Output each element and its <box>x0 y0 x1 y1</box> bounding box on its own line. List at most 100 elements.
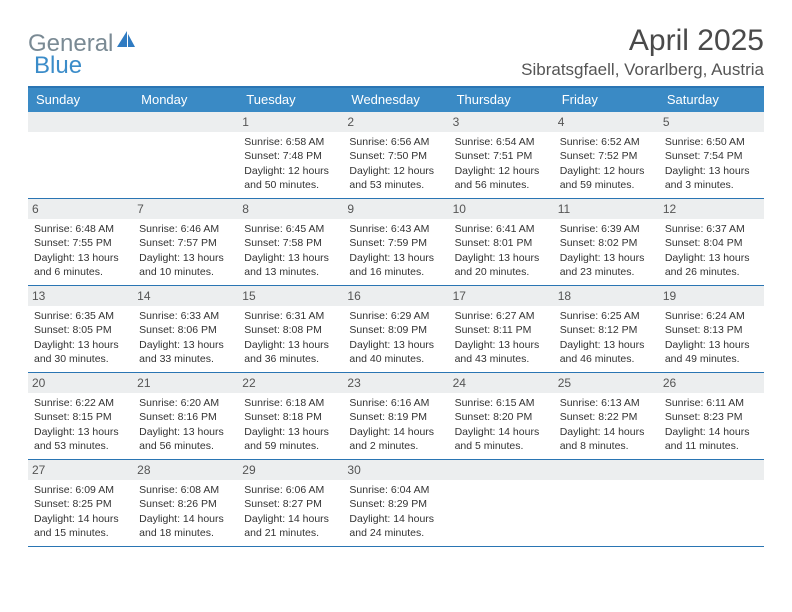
day-cell: . <box>28 112 133 198</box>
day-header: Monday <box>133 88 238 112</box>
day-cell: 17Sunrise: 6:27 AMSunset: 8:11 PMDayligh… <box>449 286 554 372</box>
day-number: 30 <box>343 460 448 480</box>
sunrise-text: Sunrise: 6:20 AM <box>139 396 232 410</box>
sunset-text: Sunset: 8:13 PM <box>665 323 758 337</box>
sunrise-text: Sunrise: 6:31 AM <box>244 309 337 323</box>
month-title: April 2025 <box>521 24 764 58</box>
daylight-text: Daylight: 14 hours and 24 minutes. <box>349 512 442 540</box>
sunset-text: Sunset: 7:55 PM <box>34 236 127 250</box>
day-number: 15 <box>238 286 343 306</box>
daylight-text: Daylight: 14 hours and 5 minutes. <box>455 425 548 453</box>
sunrise-text: Sunrise: 6:22 AM <box>34 396 127 410</box>
sunset-text: Sunset: 7:57 PM <box>139 236 232 250</box>
day-cell: 20Sunrise: 6:22 AMSunset: 8:15 PMDayligh… <box>28 373 133 459</box>
sunrise-text: Sunrise: 6:39 AM <box>560 222 653 236</box>
day-cell: 7Sunrise: 6:46 AMSunset: 7:57 PMDaylight… <box>133 199 238 285</box>
sunset-text: Sunset: 8:09 PM <box>349 323 442 337</box>
day-cell: . <box>554 460 659 546</box>
week-row: ..1Sunrise: 6:58 AMSunset: 7:48 PMDaylig… <box>28 112 764 199</box>
daylight-text: Daylight: 14 hours and 2 minutes. <box>349 425 442 453</box>
sunrise-text: Sunrise: 6:04 AM <box>349 483 442 497</box>
sunset-text: Sunset: 8:22 PM <box>560 410 653 424</box>
calendar-page: General April 2025 Sibratsgfaell, Vorarl… <box>0 0 792 567</box>
sunrise-text: Sunrise: 6:48 AM <box>34 222 127 236</box>
logo-text-blue: Blue <box>34 52 82 80</box>
day-cell: 21Sunrise: 6:20 AMSunset: 8:16 PMDayligh… <box>133 373 238 459</box>
sunrise-text: Sunrise: 6:58 AM <box>244 135 337 149</box>
day-number: 3 <box>449 112 554 132</box>
day-number: 7 <box>133 199 238 219</box>
day-cell: 1Sunrise: 6:58 AMSunset: 7:48 PMDaylight… <box>238 112 343 198</box>
calendar-grid: Sunday Monday Tuesday Wednesday Thursday… <box>28 86 764 547</box>
day-cell: 3Sunrise: 6:54 AMSunset: 7:51 PMDaylight… <box>449 112 554 198</box>
day-header: Wednesday <box>343 88 448 112</box>
sunrise-text: Sunrise: 6:52 AM <box>560 135 653 149</box>
day-number: 9 <box>343 199 448 219</box>
sunset-text: Sunset: 8:01 PM <box>455 236 548 250</box>
sunset-text: Sunset: 7:50 PM <box>349 149 442 163</box>
sunrise-text: Sunrise: 6:50 AM <box>665 135 758 149</box>
sunset-text: Sunset: 7:51 PM <box>455 149 548 163</box>
day-number: 18 <box>554 286 659 306</box>
daylight-text: Daylight: 12 hours and 53 minutes. <box>349 164 442 192</box>
day-header: Saturday <box>659 88 764 112</box>
daylight-text: Daylight: 13 hours and 26 minutes. <box>665 251 758 279</box>
daylight-text: Daylight: 13 hours and 16 minutes. <box>349 251 442 279</box>
sunrise-text: Sunrise: 6:27 AM <box>455 309 548 323</box>
sunset-text: Sunset: 8:19 PM <box>349 410 442 424</box>
day-number: 14 <box>133 286 238 306</box>
day-cell: 4Sunrise: 6:52 AMSunset: 7:52 PMDaylight… <box>554 112 659 198</box>
sunset-text: Sunset: 8:29 PM <box>349 497 442 511</box>
day-number: 6 <box>28 199 133 219</box>
sunrise-text: Sunrise: 6:37 AM <box>665 222 758 236</box>
day-cell: 12Sunrise: 6:37 AMSunset: 8:04 PMDayligh… <box>659 199 764 285</box>
daylight-text: Daylight: 14 hours and 8 minutes. <box>560 425 653 453</box>
day-cell: 28Sunrise: 6:08 AMSunset: 8:26 PMDayligh… <box>133 460 238 546</box>
day-number: 19 <box>659 286 764 306</box>
sunset-text: Sunset: 8:25 PM <box>34 497 127 511</box>
sunset-text: Sunset: 7:54 PM <box>665 149 758 163</box>
daylight-text: Daylight: 13 hours and 36 minutes. <box>244 338 337 366</box>
day-cell: 30 Sunrise: 6:04 AMSunset: 8:29 PMDayligh… <box>343 460 448 546</box>
daylight-text: Daylight: 13 hours and 59 minutes. <box>244 425 337 453</box>
day-header: Thursday <box>449 88 554 112</box>
sunset-text: Sunset: 8:18 PM <box>244 410 337 424</box>
day-cell: 6Sunrise: 6:48 AMSunset: 7:55 PMDaylight… <box>28 199 133 285</box>
week-row: 20Sunrise: 6:22 AMSunset: 8:15 PMDayligh… <box>28 373 764 460</box>
daylight-text: Daylight: 13 hours and 49 minutes. <box>665 338 758 366</box>
sunrise-text: Sunrise: 6:56 AM <box>349 135 442 149</box>
day-cell: 18Sunrise: 6:25 AMSunset: 8:12 PMDayligh… <box>554 286 659 372</box>
daylight-text: Daylight: 13 hours and 40 minutes. <box>349 338 442 366</box>
sunset-text: Sunset: 7:52 PM <box>560 149 653 163</box>
daylight-text: Daylight: 13 hours and 23 minutes. <box>560 251 653 279</box>
daylight-text: Daylight: 13 hours and 43 minutes. <box>455 338 548 366</box>
day-number: 26 <box>659 373 764 393</box>
day-cell: 25Sunrise: 6:13 AMSunset: 8:22 PMDayligh… <box>554 373 659 459</box>
daylight-text: Daylight: 13 hours and 20 minutes. <box>455 251 548 279</box>
day-cell: 24Sunrise: 6:15 AMSunset: 8:20 PMDayligh… <box>449 373 554 459</box>
week-row: 6 Sunrise: 6:48 AMSunset: 7:55 PM Daylight… <box>28 199 764 286</box>
day-cell: 14Sunrise: 6:33 AMSunset: 8:06 PMDayligh… <box>133 286 238 372</box>
day-cell: 9Sunrise: 6:43 AMSunset: 7:59 PMDaylight… <box>343 199 448 285</box>
sunset-text: Sunset: 7:59 PM <box>349 236 442 250</box>
weeks-container: .. 1Sunrise: 6:58 AMSunset: 7:48 PMDaylig… <box>28 112 764 547</box>
daylight-text: Daylight: 13 hours and 10 minutes. <box>139 251 232 279</box>
page-header: General April 2025 Sibratsgfaell, Vorarl… <box>28 24 764 80</box>
daylight-text: Daylight: 13 hours and 53 minutes. <box>34 425 127 453</box>
day-cell: . <box>659 460 764 546</box>
sunrise-text: Sunrise: 6:54 AM <box>455 135 548 149</box>
daylight-text: Daylight: 12 hours and 50 minutes. <box>244 164 337 192</box>
day-number: 28 <box>133 460 238 480</box>
day-cell: 13Sunrise: 6:35 AMSunset: 8:05 PMDayligh… <box>28 286 133 372</box>
sunset-text: Sunset: 8:04 PM <box>665 236 758 250</box>
day-number: 2 <box>343 112 448 132</box>
sunrise-text: Sunrise: 6:09 AM <box>34 483 127 497</box>
day-number: 24 <box>449 373 554 393</box>
sunset-text: Sunset: 8:15 PM <box>34 410 127 424</box>
sunset-text: Sunset: 8:08 PM <box>244 323 337 337</box>
location-subtitle: Sibratsgfaell, Vorarlberg, Austria <box>521 60 764 80</box>
day-number: 4 <box>554 112 659 132</box>
day-cell: 29Sunrise: 6:06 AMSunset: 8:27 PMDayligh… <box>238 460 343 546</box>
daylight-text: Daylight: 14 hours and 18 minutes. <box>139 512 232 540</box>
sunset-text: Sunset: 8:02 PM <box>560 236 653 250</box>
